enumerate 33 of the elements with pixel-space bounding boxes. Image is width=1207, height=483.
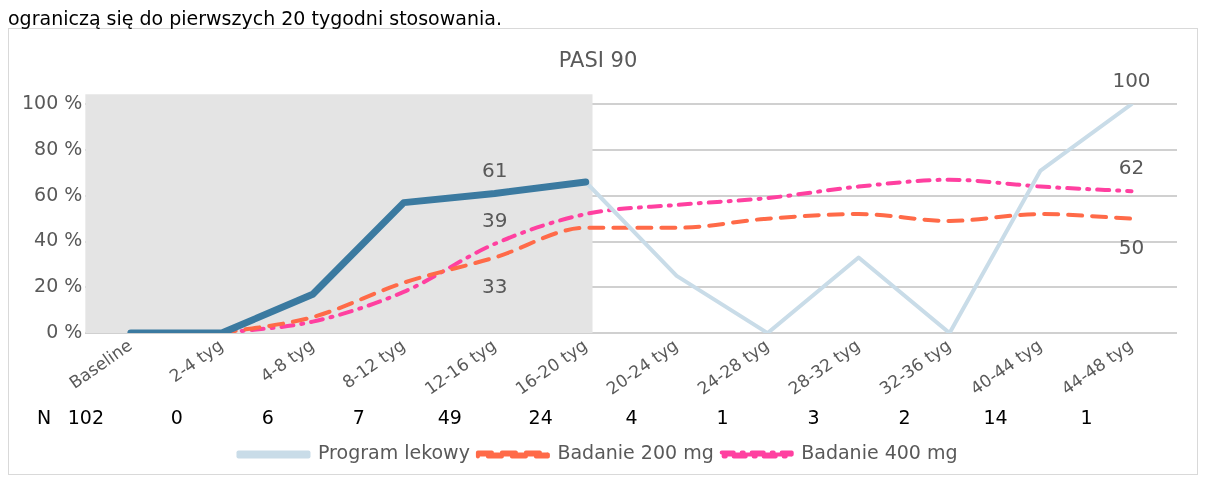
data-label: 39 <box>482 208 508 233</box>
legend-label: Badanie 400 mg <box>801 441 958 464</box>
legend-label: Program lekowy <box>317 441 470 464</box>
text: 1 <box>1080 405 1093 428</box>
y-tick-label: 100 % <box>22 91 83 114</box>
y-tick-label: 80 % <box>34 136 83 159</box>
text: 7 <box>352 405 365 428</box>
text: 2 <box>898 405 911 428</box>
y-tick-label: 0 % <box>46 320 83 343</box>
text: 6 <box>261 405 274 428</box>
y-tick-label: 60 % <box>34 182 83 205</box>
y-tick-label: 20 % <box>34 274 83 297</box>
legend-label: Badanie 200 mg <box>557 441 714 464</box>
y-tick-label: 40 % <box>34 228 83 251</box>
text: 49 <box>437 405 462 428</box>
data-label: 61 <box>482 157 508 182</box>
x-tick-label: 8-12 tyg <box>338 334 409 393</box>
data-label: 62 <box>1118 155 1145 180</box>
chart-subtitle: ograniczą się do pierwszych 20 tygodni stosowania. <box>8 7 503 29</box>
x-tick-label: 2-4 tyg <box>165 334 227 387</box>
data-label: 33 <box>482 273 508 298</box>
data-label: 100 <box>1112 68 1151 93</box>
text: 1 <box>716 405 729 428</box>
text: 4 <box>625 405 638 428</box>
text: 0 <box>170 405 183 428</box>
text: 102 <box>67 405 104 428</box>
text: 3 <box>807 405 820 428</box>
x-tick-label: 4-8 tyg <box>256 334 318 387</box>
data-label: 50 <box>1118 234 1145 259</box>
text: 14 <box>983 405 1008 428</box>
chart-title: PASI 90 <box>558 48 638 73</box>
text: 24 <box>528 405 553 428</box>
text: N <box>37 405 52 428</box>
